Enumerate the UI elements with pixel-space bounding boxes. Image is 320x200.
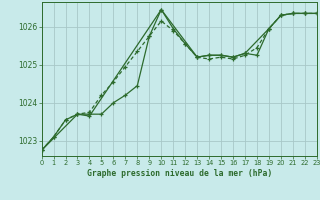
X-axis label: Graphe pression niveau de la mer (hPa): Graphe pression niveau de la mer (hPa) (87, 169, 272, 178)
